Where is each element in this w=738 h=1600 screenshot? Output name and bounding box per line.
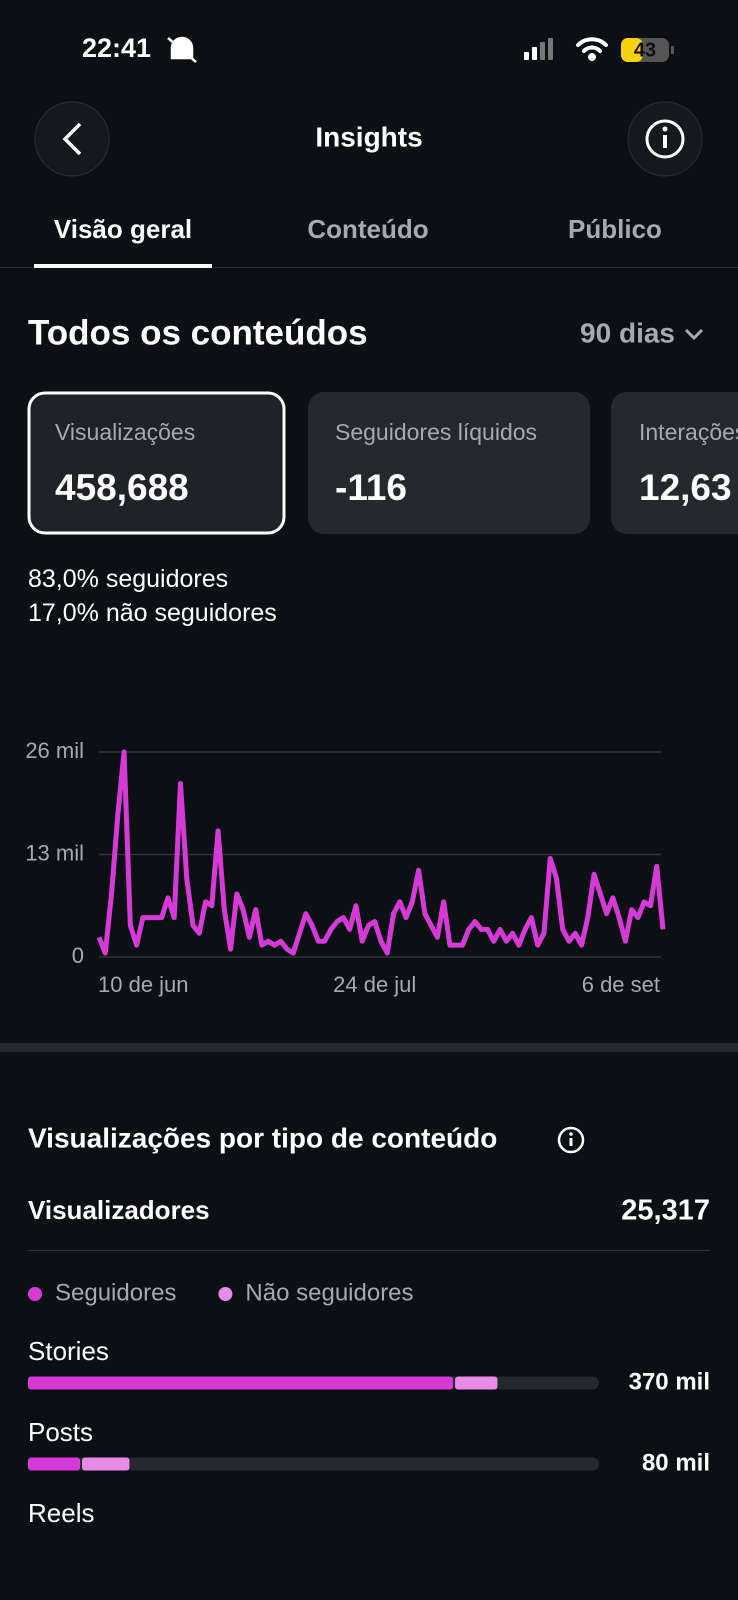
signal-icon: [524, 38, 553, 60]
y-tick-label: 0: [72, 943, 84, 968]
breakdown-value: 83,0%: [28, 565, 99, 593]
legend-label: Não seguidores: [245, 1279, 413, 1306]
line-chart: 0 13 mil 26 mil 10 de jun 24 de jul 6 de set: [25, 738, 666, 997]
tab-indicator: [34, 264, 212, 268]
metric-card[interactable]: [308, 392, 590, 534]
chevron-icon: [684, 328, 704, 341]
metric-card[interactable]: [611, 392, 738, 534]
card-value: 12,63: [639, 467, 732, 508]
back-icon: [62, 122, 82, 156]
info-icon: [645, 119, 685, 159]
bar-segment: [28, 1457, 81, 1471]
bar-total-label: 370 mil: [629, 1368, 710, 1395]
info-icon-bar: [569, 1138, 573, 1146]
category-label: Reels: [28, 1498, 94, 1528]
battery-cap: [671, 46, 674, 54]
chart-title: Visualizações por tipo de conteúdo: [28, 1122, 497, 1153]
bell-off-icon: [167, 36, 197, 63]
status-time: 22:41: [82, 33, 151, 63]
card-label: Visualizações: [55, 419, 195, 445]
info-icon-dot: [569, 1132, 573, 1136]
tabs-divider: [0, 267, 738, 268]
category-label: Stories: [28, 1336, 109, 1366]
summary-value: 25,317: [621, 1195, 710, 1227]
back-button[interactable]: [34, 101, 110, 177]
summary-label: Visualizadores: [28, 1195, 210, 1225]
x-tick-label: 24 de jul: [333, 972, 416, 997]
category-label: Posts: [28, 1417, 93, 1447]
section-title: Todos os conteúdos: [28, 313, 368, 352]
tab[interactable]: Público: [568, 214, 662, 244]
breakdown-label: seguidores: [106, 565, 228, 593]
x-tick-label: 10 de jun: [98, 972, 189, 997]
bar-segment: [28, 1376, 454, 1390]
bar-total-label: 80 mil: [642, 1449, 710, 1476]
tab[interactable]: Conteúdo: [307, 214, 428, 244]
info-icon-bar: [663, 135, 667, 148]
x-tick-label: 6 de set: [582, 972, 660, 997]
info-icon-dot: [662, 126, 668, 132]
breakdown-line: 17,0% não seguidores: [28, 599, 277, 627]
info-icon[interactable]: [557, 1126, 585, 1154]
legend-label: Seguidores: [55, 1279, 176, 1306]
card-value: -116: [335, 467, 407, 508]
legend-dot: [28, 1287, 42, 1301]
breakdown-label: não seguidores: [106, 599, 277, 627]
bar-chart: Seguidores Não seguidores Stories 370 mil Po…: [28, 1279, 710, 1528]
card-label: Interações: [639, 419, 738, 445]
bar-track: [28, 1457, 599, 1471]
divider: [28, 1250, 710, 1251]
card-label: Seguidores líquidos: [335, 419, 537, 445]
header-title: Insights: [315, 121, 422, 152]
section-divider: [0, 1043, 738, 1052]
y-tick-label: 13 mil: [25, 840, 84, 865]
bar-segment: [82, 1457, 130, 1471]
legend-dot: [218, 1287, 233, 1301]
battery-level: [621, 38, 643, 62]
bar-segment: [455, 1376, 498, 1390]
breakdown-value: 17,0%: [28, 599, 99, 627]
y-tick-label: 26 mil: [25, 738, 84, 763]
card-value: 458,688: [55, 467, 189, 508]
battery-text: 43: [634, 39, 656, 61]
period-selector[interactable]: 90 dias: [580, 317, 675, 348]
tab[interactable]: Visão geral: [54, 214, 192, 244]
breakdown-line: 83,0% seguidores: [28, 565, 228, 593]
wifi-icon: [576, 37, 608, 61]
metric-card[interactable]: [27, 391, 286, 535]
line-series: [96, 749, 666, 956]
